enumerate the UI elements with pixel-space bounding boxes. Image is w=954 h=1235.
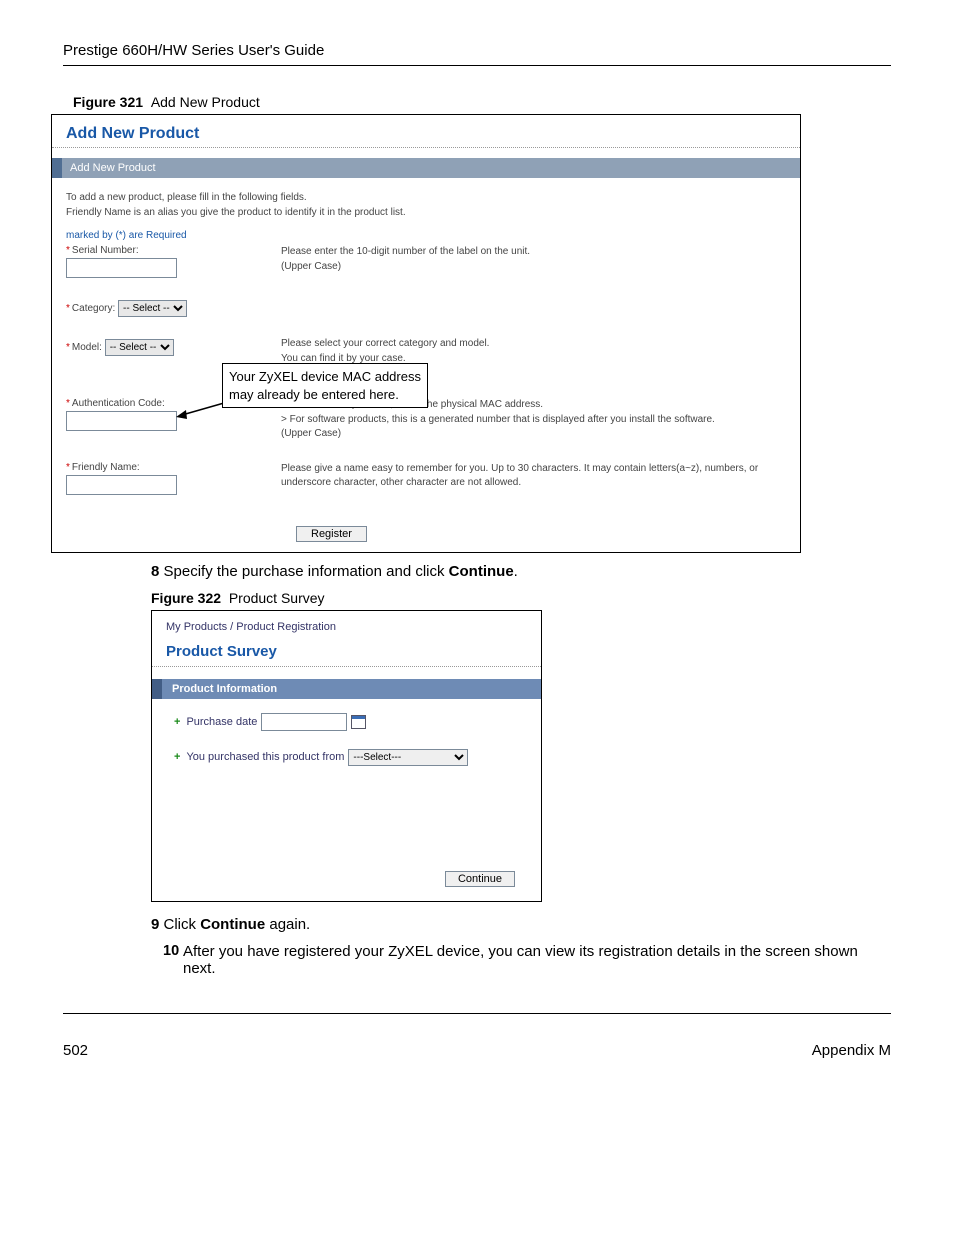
friendly-name-row: *Friendly Name: Please give a name easy … — [52, 460, 800, 521]
step-9: 9 Click Continue again. — [163, 916, 891, 933]
auth-hint-2: > For software products, this is a gener… — [281, 414, 715, 425]
purchase-date-row: + Purchase date — [152, 709, 541, 745]
step-9-num: 9 — [151, 916, 159, 933]
category-row: *Category: -- Select -- — [52, 296, 800, 335]
form-intro: To add a new product, please fill in the… — [52, 190, 800, 220]
serial-hint-2: (Upper Case) — [281, 261, 341, 272]
model-hint: Please select your correct category and … — [281, 337, 786, 366]
serial-hint: Please enter the 10-digit number of the … — [281, 245, 786, 274]
form-title: Add New Product — [52, 115, 800, 148]
step-8: 8 Specify the purchase information and c… — [163, 563, 891, 580]
step-9-text-b: again. — [265, 916, 310, 933]
form-tab[interactable]: Add New Product — [52, 158, 800, 178]
page-footer: 502 Appendix M — [63, 1042, 891, 1059]
survey-title: Product Survey — [152, 637, 541, 667]
auth-label: Authentication Code: — [72, 398, 165, 409]
purchased-from-row: + You purchased this product from ---Sel… — [152, 745, 541, 780]
friendly-label: Friendly Name: — [72, 462, 140, 473]
model-hint-2: You can find it by your case. — [281, 353, 406, 364]
auth-code-input[interactable] — [66, 411, 177, 431]
step-9-text-a: Click — [164, 916, 201, 933]
figure-322-title: Product Survey — [229, 590, 325, 606]
breadcrumb: My Products / Product Registration — [152, 611, 541, 637]
serial-number-input[interactable] — [66, 258, 177, 278]
section-header: Product Information — [152, 679, 541, 699]
purchased-from-label: You purchased this product from — [186, 751, 344, 763]
required-star-icon: * — [66, 245, 70, 256]
page-header: Prestige 660H/HW Series User's Guide — [63, 42, 891, 59]
figure-321-title: Add New Product — [151, 94, 260, 110]
category-select[interactable]: -- Select -- — [118, 300, 187, 317]
figure-322-label: Figure 322 — [151, 590, 221, 606]
continue-button[interactable]: Continue — [445, 871, 515, 887]
callout-box: Your ZyXEL device MAC address may alread… — [222, 363, 428, 408]
step-10-text: After you have registered your ZyXEL dev… — [183, 943, 891, 977]
callout-line-1: Your ZyXEL device MAC address — [229, 369, 421, 384]
figure-321-caption: Figure 321 Add New Product — [73, 94, 891, 110]
product-survey-form: My Products / Product Registration Produ… — [151, 610, 542, 902]
serial-number-row: *Serial Number: Please enter the 10-digi… — [52, 243, 800, 296]
callout-line-2: may already be entered here. — [229, 387, 399, 402]
calendar-icon[interactable] — [351, 715, 366, 729]
purchased-from-select[interactable]: ---Select--- — [348, 749, 468, 766]
model-select[interactable]: -- Select -- — [105, 339, 174, 356]
model-row: *Model: -- Select -- Please select your … — [52, 335, 800, 396]
step-8-text-a: Specify the purchase information and cli… — [164, 563, 449, 580]
page-number: 502 — [63, 1042, 88, 1059]
serial-label: Serial Number: — [72, 245, 139, 256]
plus-icon: + — [174, 751, 180, 763]
register-button[interactable]: Register — [296, 526, 367, 542]
add-new-product-form: Add New Product Add New Product To add a… — [51, 114, 801, 553]
purchase-date-input[interactable] — [261, 713, 347, 731]
required-star-icon: * — [66, 303, 70, 314]
required-star-icon: * — [66, 398, 70, 409]
appendix-label: Appendix M — [812, 1042, 891, 1059]
intro-line-2: Friendly Name is an alias you give the p… — [66, 207, 406, 218]
figure-321-label: Figure 321 — [73, 94, 143, 110]
required-star-icon: * — [66, 342, 70, 353]
step-8-bold: Continue — [449, 563, 514, 580]
model-label: Model: — [72, 342, 102, 353]
friendly-hint-1: Please give a name easy to remember for … — [281, 463, 758, 474]
friendly-hint: Please give a name easy to remember for … — [281, 462, 786, 491]
step-10-num: 10 — [163, 943, 183, 977]
auth-hint-3: (Upper Case) — [281, 428, 341, 439]
friendly-hint-2: underscore character, other character ar… — [281, 477, 521, 488]
model-hint-1: Please select your correct category and … — [281, 338, 489, 349]
step-8-text-b: . — [514, 563, 518, 580]
required-note: marked by (*) are Required — [52, 220, 800, 243]
step-9-bold: Continue — [200, 916, 265, 933]
serial-hint-1: Please enter the 10-digit number of the … — [281, 246, 530, 257]
step-8-num: 8 — [151, 563, 159, 580]
header-divider — [63, 65, 891, 66]
plus-icon: + — [174, 716, 180, 728]
purchase-date-label: Purchase date — [186, 716, 257, 728]
intro-line-1: To add a new product, please fill in the… — [66, 192, 307, 203]
required-star-icon: * — [66, 462, 70, 473]
friendly-name-input[interactable] — [66, 475, 177, 495]
figure-322-caption: Figure 322 Product Survey — [151, 590, 891, 606]
category-label: Category: — [72, 303, 115, 314]
footer-divider — [63, 1013, 891, 1014]
